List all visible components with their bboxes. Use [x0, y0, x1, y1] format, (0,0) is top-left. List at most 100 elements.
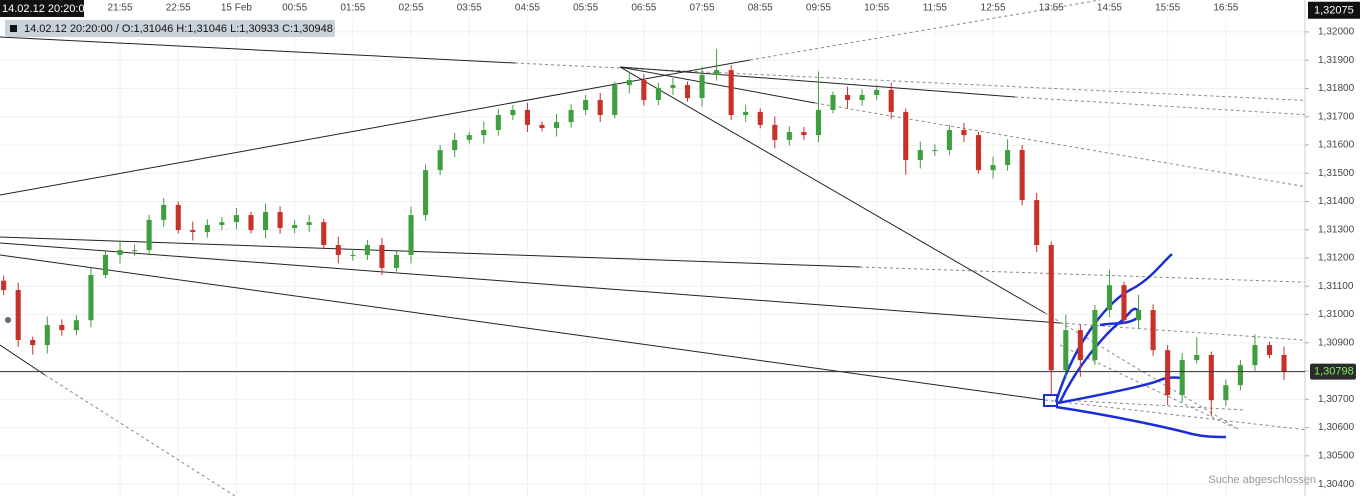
info-icon	[10, 25, 17, 32]
candle-body	[772, 124, 778, 140]
candle-body	[1165, 350, 1171, 396]
candle-body	[699, 74, 705, 99]
candle-body	[714, 70, 720, 75]
candle-body	[30, 339, 36, 346]
candle-body	[335, 245, 341, 255]
candle-body	[1019, 150, 1025, 201]
x-tick-label: 21:55	[108, 3, 133, 14]
trend-line	[0, 236, 861, 268]
x-tick-label: 15 Feb	[221, 3, 253, 14]
candle-body	[73, 320, 79, 331]
candle-body	[1194, 354, 1200, 361]
hand-drawing	[1043, 253, 1227, 439]
candle-body	[175, 204, 181, 231]
candle-body	[466, 135, 472, 140]
candle-body	[1063, 330, 1069, 371]
candle-body	[1005, 150, 1011, 166]
trend-extension	[1059, 344, 1236, 429]
candle-body	[844, 94, 851, 101]
x-tick-label: 02:55	[399, 3, 424, 14]
candle-body	[612, 85, 618, 116]
pen-stroke	[1055, 405, 1227, 439]
grid	[0, 17, 1305, 496]
candle-body	[524, 109, 530, 125]
candle-body	[786, 131, 792, 140]
x-tick-label: 22:55	[166, 3, 191, 14]
candle-body	[597, 100, 603, 116]
trend-line	[0, 242, 1061, 324]
candle-body	[15, 289, 21, 340]
y-tick-label: 1,30700	[1318, 394, 1355, 405]
candle-body	[481, 130, 487, 136]
candle-body	[801, 131, 807, 136]
candle-body	[1077, 330, 1083, 361]
candle-body	[684, 85, 691, 99]
trend-line	[619, 66, 1046, 314]
candle-body	[161, 204, 167, 220]
info-text: 14.02.12 20:20:00 / O:1,31046 H:1,31046 …	[24, 23, 333, 35]
cursor-time-box	[0, 0, 84, 17]
candle-body	[990, 165, 996, 171]
candle-body	[1150, 310, 1156, 351]
candle-body	[190, 230, 196, 233]
y-tick-label: 1,30600	[1318, 422, 1355, 433]
candle-body	[321, 222, 327, 246]
candle-body	[1237, 365, 1243, 386]
candle-body	[350, 254, 356, 256]
info-box	[5, 20, 335, 37]
cursor-dot	[5, 317, 11, 323]
candle-body	[1223, 385, 1229, 401]
y-tick-label: 1,30500	[1318, 451, 1355, 462]
candle-body	[975, 135, 982, 171]
x-tick-label: 06:55	[631, 3, 656, 14]
candle-body	[1208, 354, 1214, 401]
x-tick-label: 08:55	[748, 3, 773, 14]
y-tick-label: 1,30400	[1318, 479, 1355, 490]
pen-box	[1043, 394, 1058, 407]
candle-body	[743, 111, 749, 116]
candle-body	[306, 222, 312, 225]
y-tick-label: 1,31300	[1318, 224, 1355, 235]
candle-body	[88, 274, 94, 321]
cursor-price-label: 1,32075	[1314, 5, 1354, 17]
candle-body	[1121, 285, 1127, 321]
candle-body	[946, 130, 952, 151]
candle-body	[655, 87, 661, 101]
trend-line	[619, 66, 816, 104]
candle-body	[219, 222, 225, 225]
y-tick-label: 1,31800	[1318, 83, 1355, 94]
candle-body	[495, 115, 501, 131]
price-axis-bg	[1305, 0, 1360, 496]
candle-body	[1179, 360, 1185, 396]
trend-line	[0, 344, 46, 376]
candles	[1, 48, 1287, 417]
y-tick-label: 1,30900	[1318, 337, 1355, 348]
trend-line	[619, 66, 1016, 98]
candle-body	[102, 254, 109, 275]
y-tick-label: 1,31900	[1318, 55, 1355, 66]
y-tick-label: 1,31500	[1318, 168, 1355, 179]
candle-body	[423, 170, 429, 216]
candle-body	[132, 250, 138, 252]
candle-body	[728, 70, 734, 116]
candle-body	[1092, 310, 1098, 361]
candle-body	[888, 89, 894, 112]
candle-body	[1266, 345, 1273, 355]
x-tick-label: 04:55	[515, 3, 540, 14]
trend-extension	[44, 374, 236, 496]
x-tick-label: 15:55	[1155, 3, 1180, 14]
candle-body	[379, 245, 385, 268]
candle-body	[961, 130, 967, 136]
trend-extension	[1059, 322, 1360, 345]
candle-body	[932, 150, 938, 152]
x-tick-label: 10:55	[864, 3, 889, 14]
x-tick-label: 00:55	[282, 3, 307, 14]
cursor-price-box	[1308, 1, 1360, 19]
x-tick-label: 07:55	[690, 3, 715, 14]
y-tick-label: 1,31200	[1318, 253, 1355, 264]
candle-body	[626, 79, 632, 86]
trend-line	[0, 254, 1046, 401]
candle-body	[874, 89, 880, 95]
candle-body	[583, 100, 589, 110]
candle-body	[1136, 310, 1142, 321]
